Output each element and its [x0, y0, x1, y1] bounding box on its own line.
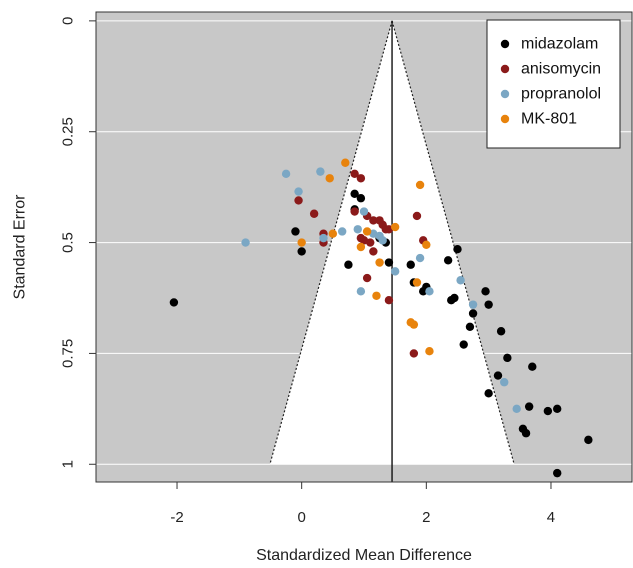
y-tick-label-2: 0.5 — [60, 232, 77, 253]
point-midazolam-28 — [521, 429, 531, 438]
point-anisomycin-10 — [366, 238, 375, 247]
point-midazolam-31 — [543, 406, 553, 416]
point-propranolol-14 — [425, 287, 434, 296]
point-midazolam-3 — [344, 260, 353, 269]
point-anisomycin-12 — [362, 273, 372, 283]
point-midazolam-32 — [553, 404, 562, 414]
legend: midazolam anisomycin propranolol MK-801 — [486, 19, 621, 149]
x-axis: -2 0 2 4 — [170, 482, 555, 526]
x-tick-label-0: -2 — [170, 509, 183, 526]
point-midazolam-17 — [453, 245, 462, 254]
point-anisomycin-4 — [350, 169, 359, 179]
point-propranolol-11 — [378, 236, 387, 245]
point-anisomycin-21 — [409, 349, 419, 358]
point-propranolol-7 — [359, 207, 369, 216]
point-mk-801-10 — [409, 320, 419, 329]
point-propranolol-13 — [415, 253, 425, 263]
point-propranolol-4 — [319, 233, 328, 243]
data-points — [169, 158, 593, 478]
point-mk-801-4 — [356, 242, 366, 252]
point-midazolam-14 — [443, 256, 453, 265]
point-midazolam-16 — [450, 293, 459, 303]
point-anisomycin-6 — [350, 207, 359, 216]
point-anisomycin-13 — [369, 216, 378, 225]
legend-label-propranolol: propranolol — [521, 86, 601, 103]
point-propranolol-5 — [337, 227, 347, 236]
y-tick-label-1: 0.25 — [60, 117, 77, 146]
funnel-right-edge — [391, 20, 515, 465]
y-tick-label-0: 0 — [60, 17, 77, 25]
point-anisomycin-0 — [294, 196, 303, 205]
y-tick-label-3: 0.75 — [60, 339, 77, 368]
point-mk-801-8 — [390, 222, 400, 232]
funnel-edges — [269, 20, 515, 465]
point-mk-801-3 — [341, 158, 350, 167]
point-midazolam-25 — [496, 327, 506, 336]
point-mk-801-6 — [372, 291, 381, 300]
point-mk-801-7 — [375, 258, 384, 267]
point-midazolam-21 — [481, 287, 490, 296]
point-propranolol-1 — [281, 169, 291, 179]
point-midazolam-4 — [350, 189, 359, 198]
point-midazolam-19 — [465, 322, 475, 332]
plot-frame — [95, 11, 633, 483]
point-midazolam-33 — [584, 435, 593, 445]
point-mk-801-2 — [328, 229, 338, 238]
point-midazolam-22 — [484, 300, 493, 309]
point-propranolol-12 — [390, 267, 400, 276]
y-axis: 0 0.25 0.5 0.75 1 — [60, 17, 96, 468]
point-propranolol-2 — [294, 187, 303, 196]
y-axis-title: Standard Error — [12, 194, 29, 300]
point-mk-801-1 — [325, 174, 334, 183]
x-tick-label-1: 0 — [298, 509, 306, 526]
x-tick-label-2: 2 — [422, 509, 430, 526]
point-midazolam-34 — [553, 468, 562, 478]
legend-label-anisomycin: anisomycin — [521, 61, 601, 78]
legend-label-midazolam: midazolam — [521, 36, 598, 53]
x-axis-title: Standardized Mean Difference — [256, 547, 472, 564]
point-midazolam-20 — [468, 309, 478, 318]
legend-box — [486, 19, 621, 149]
point-mk-801-0 — [297, 238, 306, 247]
legend-swatch-propranolol — [500, 89, 510, 99]
point-propranolol-16 — [468, 300, 478, 309]
point-anisomycin-1 — [309, 209, 319, 218]
point-midazolam-29 — [524, 402, 534, 411]
point-midazolam-24 — [493, 371, 503, 380]
legend-swatch-mk-801 — [500, 114, 510, 124]
point-midazolam-10 — [406, 260, 415, 269]
point-midazolam-26 — [503, 353, 512, 363]
point-mk-801-5 — [362, 227, 372, 236]
point-midazolam-5 — [356, 194, 366, 203]
point-anisomycin-19 — [412, 211, 422, 221]
funnel-left-edge — [269, 20, 393, 465]
point-mk-801-12 — [415, 180, 425, 190]
point-propranolol-18 — [512, 404, 521, 414]
point-midazolam-0 — [169, 298, 179, 307]
point-propranolol-3 — [316, 167, 325, 176]
x-tick-label-3: 4 — [547, 509, 555, 526]
point-propranolol-6 — [353, 225, 362, 234]
point-propranolol-0 — [241, 238, 250, 247]
point-midazolam-2 — [297, 247, 306, 256]
point-midazolam-1 — [291, 227, 300, 236]
point-midazolam-9 — [384, 258, 394, 267]
point-propranolol-15 — [456, 276, 465, 285]
point-midazolam-23 — [484, 389, 493, 398]
point-midazolam-30 — [528, 362, 537, 371]
point-mk-801-14 — [425, 346, 434, 356]
point-mk-801-11 — [412, 278, 422, 287]
legend-label-mk-801: MK-801 — [521, 111, 577, 128]
point-anisomycin-18 — [384, 296, 394, 305]
legend-swatch-midazolam — [500, 39, 510, 49]
point-anisomycin-11 — [369, 247, 378, 256]
point-mk-801-13 — [422, 240, 431, 249]
point-anisomycin-5 — [356, 174, 366, 183]
legend-swatch-anisomycin — [500, 64, 510, 74]
y-tick-label-4: 1 — [60, 460, 77, 468]
point-propranolol-8 — [356, 287, 366, 296]
point-propranolol-17 — [500, 378, 509, 387]
point-midazolam-18 — [459, 340, 468, 349]
